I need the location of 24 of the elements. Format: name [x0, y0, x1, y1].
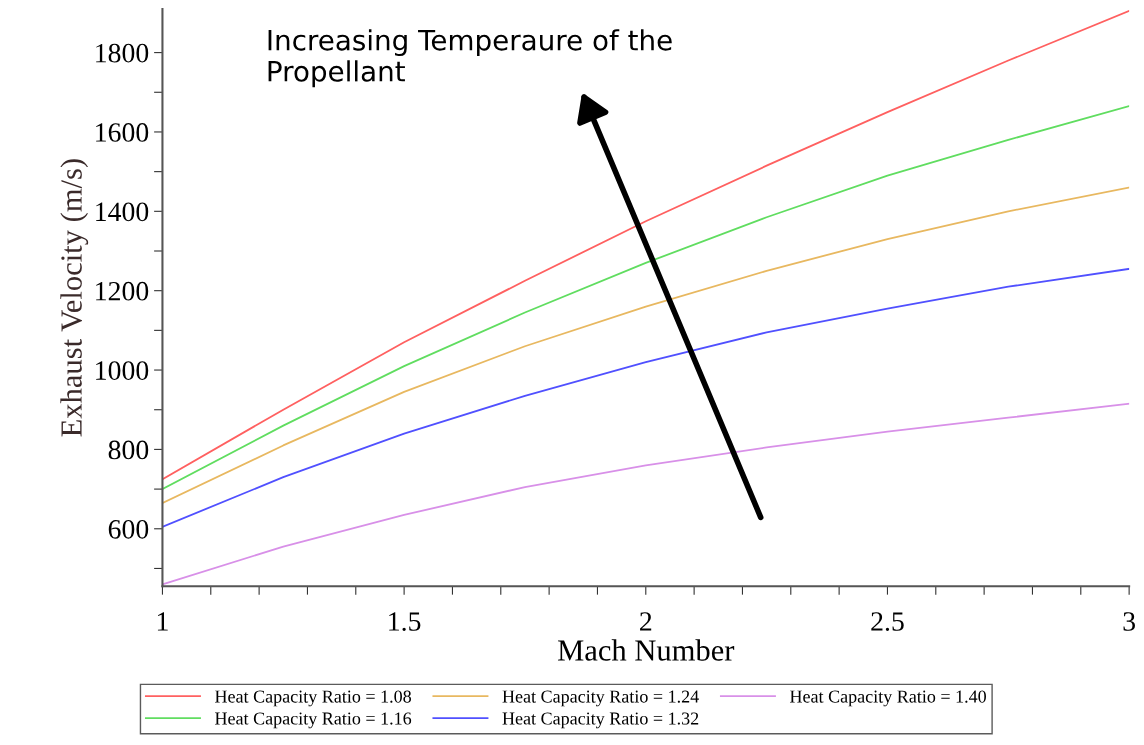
line-series: [162, 267, 1130, 528]
annotation: Increasing Temperaure of the Propellant: [268, 29, 672, 88]
y-tick-label: 1800: [96, 43, 149, 63]
y-tick-label: 800: [108, 440, 149, 460]
y-axis-title: Exhaust Velocity (m/s): [60, 159, 89, 437]
line-series: [162, 10, 1130, 481]
x-tick-label: 2: [640, 612, 652, 631]
y-tick-label: 1600: [96, 123, 149, 142]
legend-label: Heat Capacity Ratio = 1.32: [502, 712, 699, 729]
y-tick-label: 600: [108, 519, 149, 539]
x-tick-label: 1.5: [389, 612, 421, 631]
y-tick-label: 1200: [96, 281, 149, 301]
legend-label: Heat Capacity Ratio = 1.40: [789, 690, 986, 707]
y-tick-label: 1400: [96, 202, 149, 222]
line-series: [162, 186, 1130, 504]
line-series: [162, 105, 1130, 490]
x-tick-label: 3: [1123, 612, 1135, 631]
legend-label: Heat Capacity Ratio = 1.16: [215, 712, 412, 729]
x-tick-label: 1: [157, 612, 168, 631]
x-axis-title: Mach Number: [558, 639, 735, 661]
legend-label: Heat Capacity Ratio = 1.24: [502, 690, 699, 707]
legend-label: Heat Capacity Ratio = 1.08: [215, 690, 412, 707]
x-tick-label: 2.5: [871, 612, 904, 631]
y-tick-label: 1000: [96, 361, 149, 380]
